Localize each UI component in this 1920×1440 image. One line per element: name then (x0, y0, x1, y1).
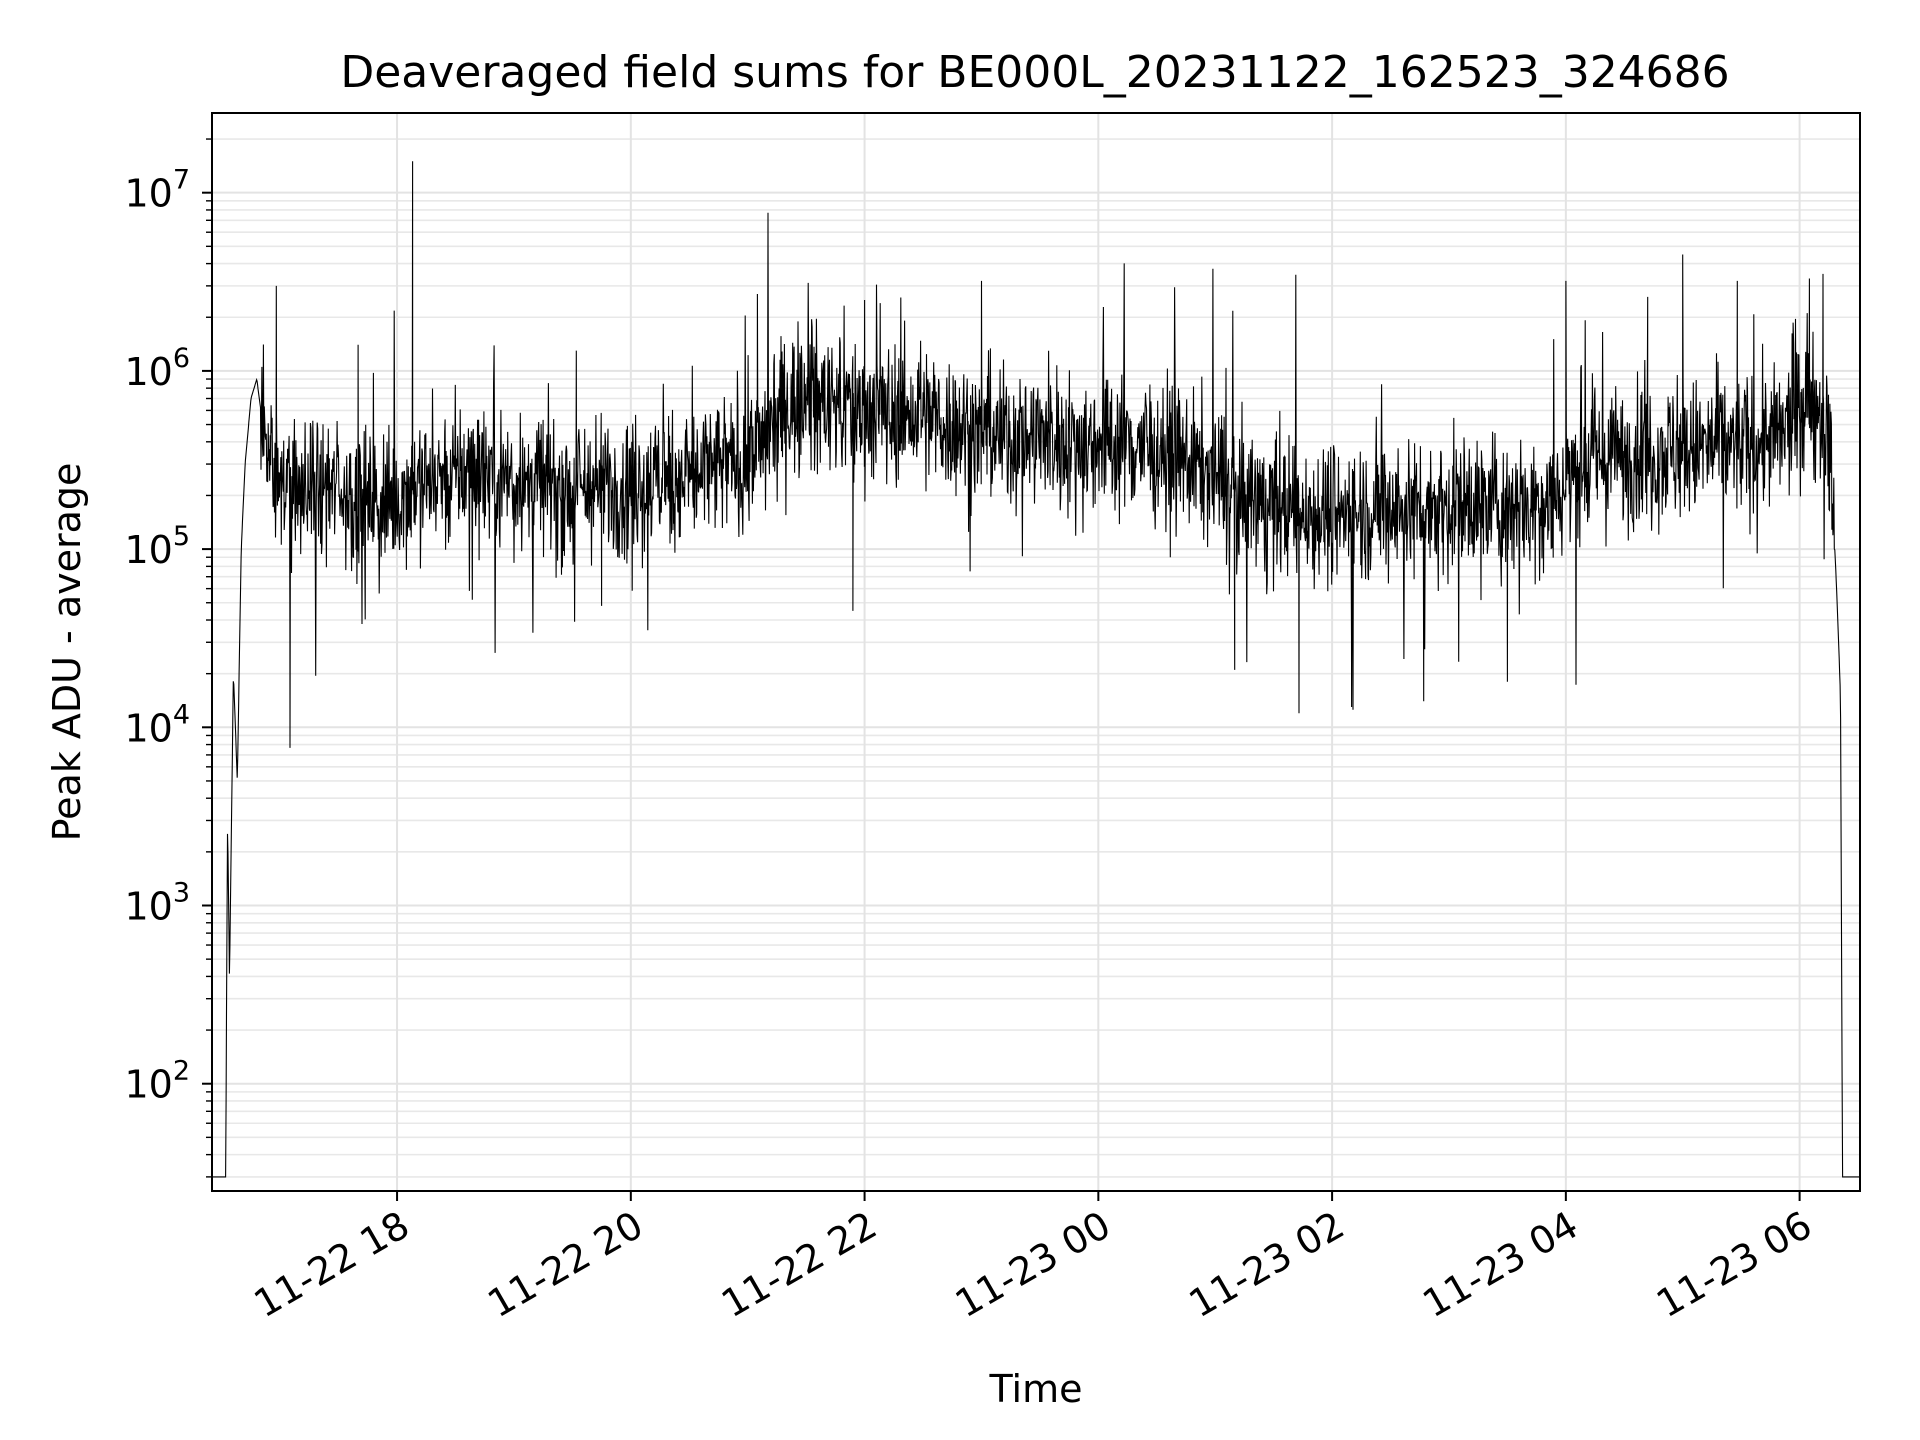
y-tick-base: 10 (124, 885, 172, 929)
y-axis-label: Peak ADU - average (45, 463, 89, 842)
y-tick-exponent: 3 (173, 878, 190, 909)
chart-title: Deaveraged field sums for BE000L_2023112… (340, 47, 1729, 98)
y-tick-label: 107 (124, 165, 190, 216)
axis-ticks (202, 138, 1801, 1201)
y-tick-base: 10 (124, 172, 172, 216)
y-tick-exponent: 6 (173, 343, 190, 374)
y-tick-label: 105 (124, 521, 190, 572)
y-tick-exponent: 4 (173, 699, 190, 730)
y-tick-base: 10 (124, 528, 172, 572)
y-tick-exponent: 2 (173, 1056, 190, 1087)
y-tick-label: 102 (124, 1056, 190, 1107)
y-tick-base: 10 (124, 1063, 172, 1107)
y-tick-label: 106 (124, 343, 190, 394)
y-tick-label: 104 (124, 699, 190, 750)
y-tick-label: 103 (124, 878, 190, 929)
y-tick-exponent: 7 (173, 165, 190, 196)
x-axis-label: Time (989, 1367, 1083, 1411)
y-tick-base: 10 (124, 350, 172, 394)
plot-area (212, 161, 1860, 1178)
y-tick-base: 10 (124, 706, 172, 750)
axes-frame (211, 112, 1861, 1192)
y-tick-exponent: 5 (173, 521, 190, 552)
series-line (212, 161, 1860, 1178)
